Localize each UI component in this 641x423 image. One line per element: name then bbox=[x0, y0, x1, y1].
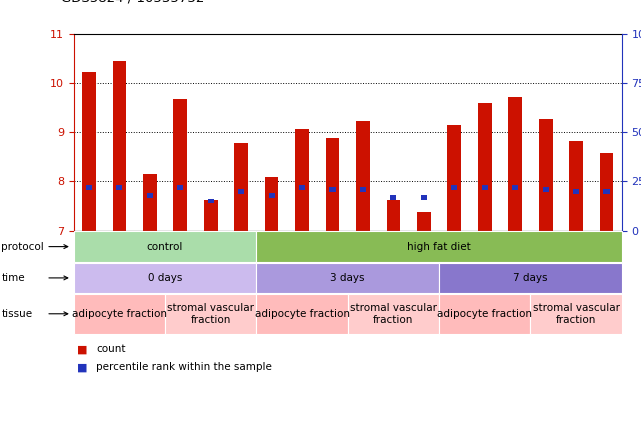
Text: stromal vascular
fraction: stromal vascular fraction bbox=[350, 303, 437, 324]
Text: stromal vascular
fraction: stromal vascular fraction bbox=[167, 303, 254, 324]
Bar bbox=[238, 189, 244, 194]
Bar bbox=[82, 72, 96, 231]
Text: protocol: protocol bbox=[1, 242, 44, 252]
Bar bbox=[600, 153, 613, 231]
Text: time: time bbox=[1, 273, 25, 283]
Text: tissue: tissue bbox=[1, 309, 33, 319]
Bar bbox=[360, 187, 366, 192]
Bar bbox=[573, 189, 579, 194]
Text: 3 days: 3 days bbox=[331, 273, 365, 283]
Text: adipocyte fraction: adipocyte fraction bbox=[437, 309, 532, 319]
Bar bbox=[113, 61, 126, 231]
Bar bbox=[542, 187, 549, 192]
Bar bbox=[86, 185, 92, 190]
Bar bbox=[569, 140, 583, 231]
Bar bbox=[356, 121, 370, 231]
Bar bbox=[147, 192, 153, 198]
Text: percentile rank within the sample: percentile rank within the sample bbox=[96, 363, 272, 372]
Bar bbox=[296, 129, 309, 231]
Bar bbox=[417, 212, 431, 231]
Bar bbox=[299, 185, 305, 190]
Bar bbox=[143, 174, 156, 231]
Bar bbox=[481, 185, 488, 190]
Bar bbox=[269, 192, 275, 198]
Text: count: count bbox=[96, 344, 126, 354]
Text: 0 days: 0 days bbox=[148, 273, 182, 283]
Text: ■: ■ bbox=[77, 363, 87, 372]
Text: high fat diet: high fat diet bbox=[407, 242, 471, 252]
Bar bbox=[116, 185, 122, 190]
Text: GDS5824 / 10535732: GDS5824 / 10535732 bbox=[61, 0, 204, 4]
Bar bbox=[447, 125, 461, 231]
Bar bbox=[539, 119, 553, 231]
Bar bbox=[208, 198, 214, 203]
Text: adipocyte fraction: adipocyte fraction bbox=[254, 309, 349, 319]
Text: ■: ■ bbox=[77, 344, 87, 354]
Bar bbox=[387, 200, 400, 231]
Bar bbox=[508, 97, 522, 231]
Bar bbox=[603, 189, 610, 194]
Text: stromal vascular
fraction: stromal vascular fraction bbox=[533, 303, 620, 324]
Bar bbox=[326, 138, 339, 231]
Bar bbox=[235, 143, 248, 231]
Bar bbox=[329, 187, 336, 192]
Bar bbox=[512, 185, 519, 190]
Bar bbox=[478, 103, 492, 231]
Bar bbox=[420, 195, 427, 200]
Bar bbox=[451, 185, 458, 190]
Bar bbox=[174, 99, 187, 231]
Text: control: control bbox=[147, 242, 183, 252]
Bar bbox=[204, 200, 217, 231]
Text: adipocyte fraction: adipocyte fraction bbox=[72, 309, 167, 319]
Bar bbox=[265, 177, 278, 231]
Bar bbox=[177, 185, 183, 190]
Text: 7 days: 7 days bbox=[513, 273, 547, 283]
Bar bbox=[390, 195, 397, 200]
